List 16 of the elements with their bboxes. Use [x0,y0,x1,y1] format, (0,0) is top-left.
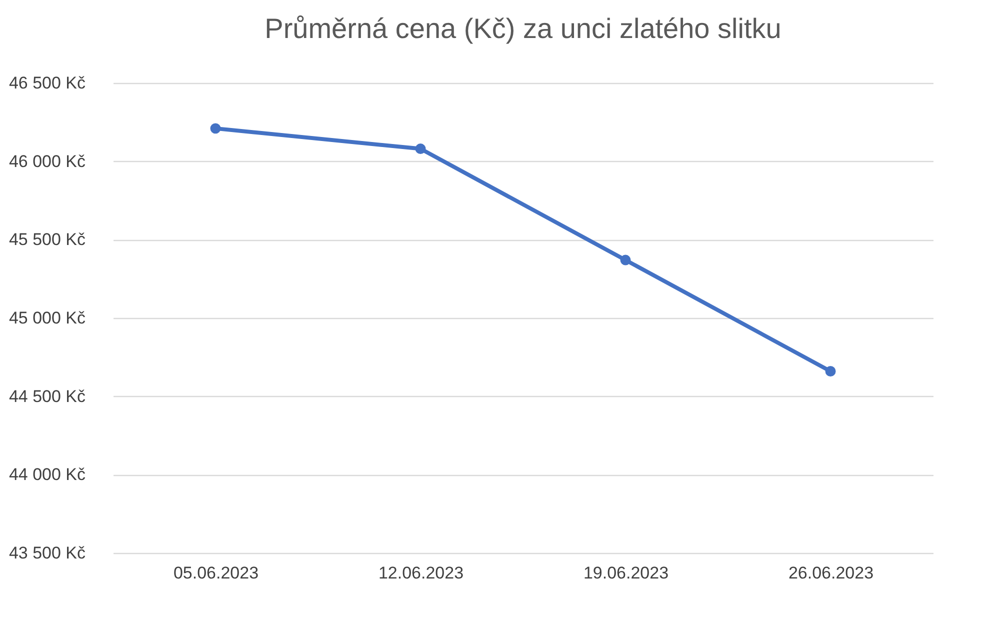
point [620,254,631,266]
x-tick-label: 05.06.2023 [173,564,259,582]
y-tick-label: 44 500 Kč [8,386,86,406]
chart-title: Průměrná cena (Kč) za unci zlatého slitku [264,13,782,44]
y-tick-label: 44 000 Kč [8,465,86,484]
point [210,123,221,134]
point [415,144,426,154]
x-tick-label: 12.06.2023 [378,564,464,582]
y-tick-label: 45 500 Kč [8,230,86,250]
x-tick-label: 19.06.2023 [583,564,669,582]
y-tick-label: 45 000 Kč [8,308,86,328]
x-tick-label: 26.06.2023 [788,564,874,582]
y-tick-label: 43 500 Kč [8,544,86,562]
y-tick-label: 46 000 Kč [8,152,86,171]
point [825,366,836,376]
y-tick-label: 46 500 Kč [8,74,86,92]
